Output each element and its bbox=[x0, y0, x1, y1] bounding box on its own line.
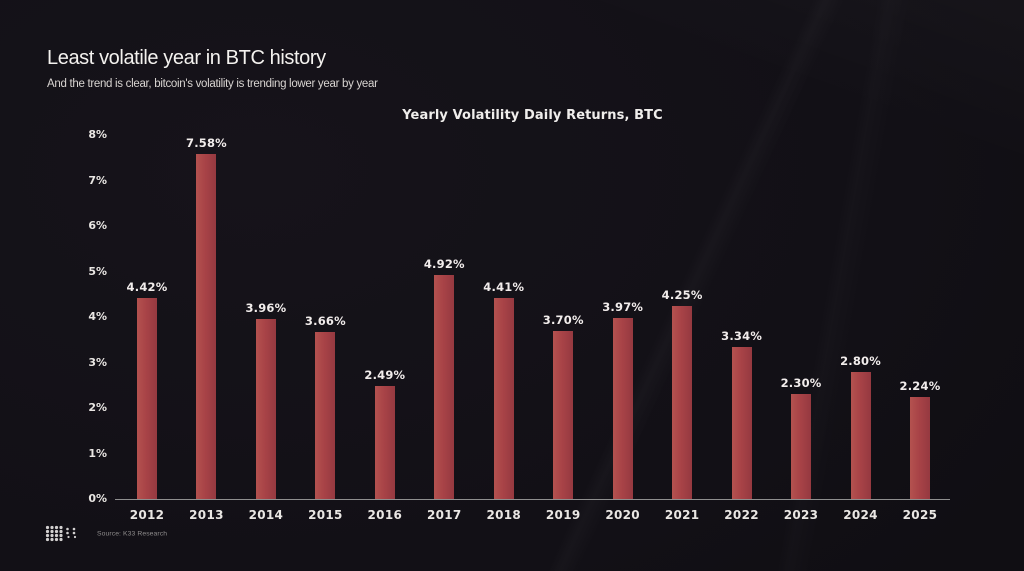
bar-value-label: 2.30% bbox=[780, 376, 822, 391]
x-axis-year-label: 2020 bbox=[605, 508, 640, 522]
x-axis-year-label: 2015 bbox=[308, 508, 343, 522]
bar-2018 bbox=[493, 298, 514, 499]
y-axis-tick-label: 2% bbox=[88, 401, 107, 414]
bar-2012 bbox=[137, 297, 157, 499]
bar-2024 bbox=[850, 371, 871, 499]
x-axis-year-label: 2025 bbox=[902, 508, 938, 522]
bar-2019 bbox=[553, 330, 574, 499]
bar-value-label: 3.34% bbox=[721, 329, 763, 344]
x-axis-year-label: 2018 bbox=[486, 508, 522, 522]
x-axis-year-label: 2017 bbox=[426, 508, 462, 522]
bar-2023 bbox=[791, 394, 812, 499]
bar-2014 bbox=[255, 318, 276, 499]
bar-2022 bbox=[731, 347, 752, 499]
bar-2015 bbox=[315, 332, 336, 499]
bar-2016 bbox=[374, 385, 395, 499]
x-axis-year-label: 2022 bbox=[724, 508, 759, 522]
x-axis-year-label: 2019 bbox=[545, 508, 581, 522]
k33-logo-icon bbox=[45, 525, 77, 541]
bar-value-label: 2.80% bbox=[840, 353, 881, 368]
x-axis-year-label: 2024 bbox=[843, 508, 878, 522]
chart-title: Yearly Volatility Daily Returns, BTC bbox=[402, 108, 663, 123]
y-axis-tick-label: 1% bbox=[88, 446, 107, 460]
bar-value-label: 4.42% bbox=[126, 279, 168, 294]
bar-value-label: 2.49% bbox=[364, 367, 406, 382]
y-axis-tick-label: 7% bbox=[88, 173, 107, 187]
bar-value-label: 4.92% bbox=[423, 257, 465, 272]
page-title: Least volatile year in BTC history bbox=[47, 47, 326, 69]
bar-value-label: 4.25% bbox=[661, 287, 703, 302]
y-axis-tick-label: 8% bbox=[88, 128, 107, 141]
bar-2025 bbox=[909, 397, 930, 499]
bar-value-label: 3.66% bbox=[304, 314, 346, 329]
x-axis-year-label: 2016 bbox=[367, 508, 403, 522]
bar-value-label: 2.24% bbox=[899, 379, 941, 394]
source-note: Source: K33 Research bbox=[97, 529, 168, 537]
bar-value-label: 3.96% bbox=[245, 300, 287, 315]
x-axis-year-label: 2023 bbox=[783, 508, 819, 522]
x-axis-year-label: 2013 bbox=[189, 508, 224, 522]
bar-2017 bbox=[434, 275, 455, 499]
x-axis-year-label: 2014 bbox=[248, 508, 284, 522]
footer: Source: K33 Research bbox=[45, 522, 180, 544]
bar-value-label: 7.58% bbox=[186, 136, 227, 151]
bar-2021 bbox=[672, 305, 693, 499]
y-axis-tick-label: 3% bbox=[88, 355, 107, 369]
y-axis-tick-label: 4% bbox=[88, 310, 107, 323]
bar-2020 bbox=[612, 318, 633, 499]
y-axis-tick-label: 5% bbox=[88, 264, 107, 278]
bar-2013 bbox=[196, 154, 217, 499]
bar-value-label: 4.41% bbox=[483, 280, 525, 295]
bar-value-label: 3.70% bbox=[542, 312, 584, 327]
y-axis-tick-label: 0% bbox=[88, 492, 107, 505]
x-axis-year-label: 2021 bbox=[664, 508, 700, 522]
bar-value-label: 3.97% bbox=[602, 300, 644, 315]
plot-area: 4.42% 2012 7.58% 2013 3.96% 2014 3.66% 2015 2.49… bbox=[115, 135, 950, 522]
y-axis-tick-label: 6% bbox=[88, 219, 107, 232]
page-subtitle: And the trend is clear, bitcoin's volati… bbox=[47, 78, 378, 90]
x-axis-year-label: 2012 bbox=[129, 508, 165, 522]
